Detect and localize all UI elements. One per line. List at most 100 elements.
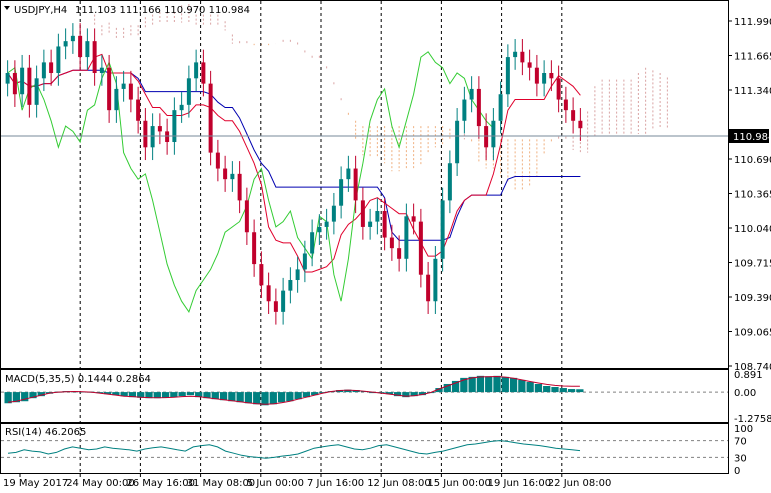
candle-body	[114, 88, 119, 111]
macd-histogram-bar	[385, 392, 393, 395]
candle-body	[194, 62, 199, 79]
macd-histogram-bar	[21, 392, 29, 402]
candle-body	[368, 221, 373, 227]
candle-body	[288, 280, 293, 291]
candle-body	[404, 216, 409, 259]
candle-body	[107, 67, 112, 111]
candle-body	[520, 51, 525, 63]
candle-body	[476, 88, 481, 127]
candle-body	[186, 78, 191, 105]
current-price-marker	[729, 129, 769, 143]
candle-body	[85, 41, 90, 58]
macd-histogram-bar	[352, 390, 360, 393]
ichimoku-lines	[7, 51, 581, 314]
current-price-label: 110.984	[733, 132, 771, 143]
candle-body	[99, 67, 104, 74]
candle-body	[302, 253, 307, 270]
macd-tick-label: 0.891	[734, 370, 763, 381]
candle-body	[462, 99, 467, 121]
triangle-down-icon[interactable]	[4, 6, 10, 10]
candle-body	[418, 221, 423, 275]
candle-body	[339, 179, 344, 206]
candle-body	[12, 73, 17, 95]
macd-histogram-bar	[435, 388, 443, 393]
candle-body	[346, 168, 351, 180]
candle-body	[121, 83, 126, 89]
macd-histogram-bar	[311, 392, 319, 396]
macd-histogram-bar	[95, 392, 103, 394]
candle-body	[281, 290, 286, 312]
macd-histogram-bar	[551, 387, 559, 393]
macd-histogram-bar	[128, 392, 137, 398]
candle-body	[215, 152, 220, 169]
candle-body	[310, 232, 315, 254]
macd-histogram-bar	[211, 392, 219, 400]
candle-body	[563, 99, 568, 111]
macd-indicator: 0.891 0.00 -1.2758	[1, 370, 771, 425]
candle-body	[331, 205, 336, 222]
macd-histogram-bar	[161, 392, 170, 398]
macd-histogram-bar	[534, 383, 543, 393]
candle-body	[150, 126, 155, 148]
candle-body	[179, 104, 184, 111]
candle-body	[223, 168, 228, 180]
rsi-tick-label: 70	[734, 437, 747, 448]
ichimoku-cloud	[94, 4, 668, 190]
macd-signal-line	[8, 375, 580, 405]
macd-histogram-bar	[393, 392, 402, 397]
macd-histogram-bar	[410, 392, 418, 397]
macd-histogram-bar	[37, 392, 45, 397]
macd-histogram-bar	[137, 392, 145, 398]
macd-histogram-bar	[203, 392, 211, 399]
candle-body	[389, 237, 394, 249]
time-tick-label: 19 Jun 16:00	[488, 478, 552, 489]
macd-histogram-bar	[460, 377, 468, 393]
tenkan-sen-line	[7, 53, 581, 273]
macd-histogram-bar	[302, 392, 311, 398]
candle-body	[92, 41, 97, 74]
macd-histogram-bar	[195, 392, 203, 398]
rsi-tick-label: 0	[734, 466, 740, 477]
candle-body	[549, 73, 554, 79]
macd-histogram-bar	[493, 375, 501, 393]
price-tick-label: 110.690	[734, 155, 771, 166]
candle-body	[165, 131, 170, 143]
candle-body	[49, 62, 54, 74]
rsi-title: RSI(14) 46.2065	[5, 427, 86, 438]
macd-histogram-bar	[402, 392, 410, 398]
macd-histogram-bar	[12, 392, 21, 403]
price-tick-label: 108.740	[734, 362, 771, 373]
macd-histogram-bar	[112, 392, 120, 396]
candle-body	[56, 46, 61, 74]
macd-histogram-bar	[344, 389, 352, 393]
candle-body	[513, 51, 518, 58]
time-tick-label: 31 May 08:00	[187, 478, 256, 489]
candle-body	[136, 99, 141, 121]
candle-body	[237, 173, 242, 201]
macd-histogram-bar	[286, 392, 294, 402]
macd-histogram-bar	[145, 392, 153, 399]
candle-body	[578, 120, 583, 129]
macd-panel-frame	[0, 369, 729, 423]
candle-body	[230, 173, 235, 180]
macd-histogram-bar	[261, 392, 269, 406]
ohlc-values: 111.103 111.166 110.970 110.984	[75, 5, 250, 16]
macd-histogram-bar	[543, 386, 551, 393]
candle-body	[5, 73, 10, 84]
time-tick-label: 24 May 00:00	[66, 478, 135, 489]
price-tick-label: 110.365	[734, 189, 771, 200]
macd-histogram-bar	[294, 392, 302, 400]
macd-histogram-bar	[170, 392, 178, 398]
candle-body	[542, 73, 547, 84]
candle-body	[201, 62, 206, 84]
rsi-tick-label: 100	[734, 424, 753, 435]
time-tick-label: 26 May 16:00	[126, 478, 195, 489]
price-axis: 111.990 111.665 111.340 110.690 110.365 110.0…	[728, 17, 771, 373]
candle-body	[295, 269, 300, 281]
macd-histogram-bar	[186, 392, 195, 396]
price-tick-label: 111.665	[734, 51, 771, 62]
price-tick-label: 109.065	[734, 327, 771, 338]
price-tick-label: 111.990	[734, 17, 771, 28]
